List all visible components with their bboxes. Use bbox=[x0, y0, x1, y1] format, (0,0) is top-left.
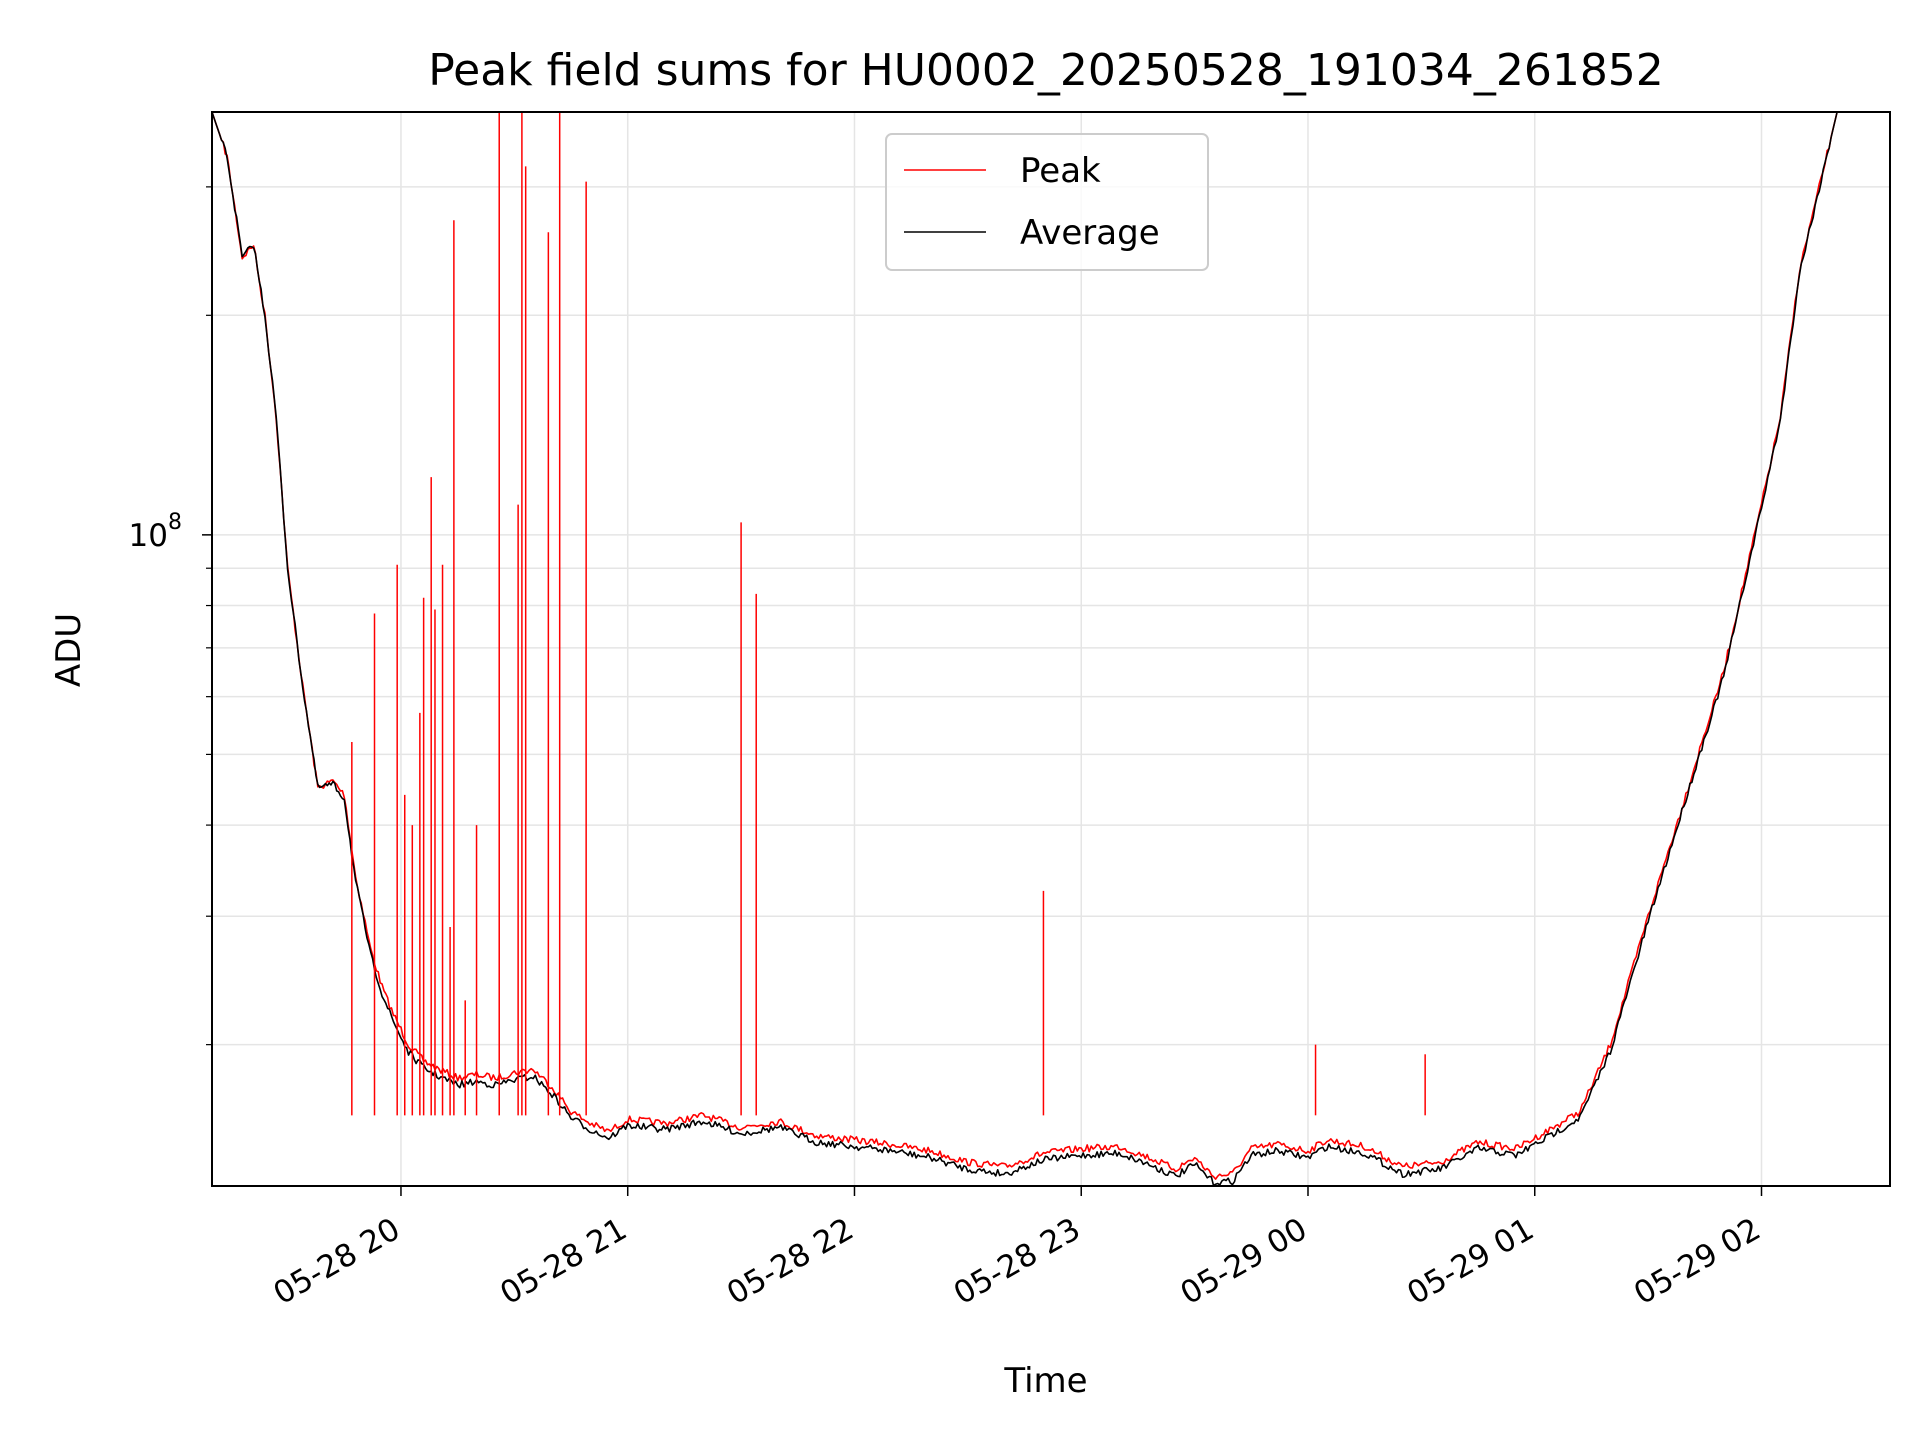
series-line-peak bbox=[211, 111, 1890, 1180]
grid bbox=[212, 112, 1890, 1186]
y-axis-label: ADU bbox=[49, 613, 89, 687]
series-layer bbox=[211, 111, 1890, 1187]
legend: Peak Average bbox=[885, 133, 1209, 271]
plot-frame bbox=[211, 111, 1891, 1187]
legend-box bbox=[885, 133, 1209, 271]
legend-label-average: Average bbox=[1020, 213, 1160, 253]
chart-title: Peak field sums for HU0002_20250528_1910… bbox=[428, 45, 1664, 96]
y-tick-label-base: 10 bbox=[129, 518, 168, 554]
y-tick-label: 10 bbox=[129, 518, 168, 554]
y-axis: 10 8 bbox=[129, 186, 212, 1046]
y-tick-label-exponent: 8 bbox=[168, 510, 182, 535]
legend-label-peak: Peak bbox=[1020, 151, 1101, 191]
series-line-average bbox=[211, 111, 1890, 1187]
x-axis-label: Time bbox=[1003, 1361, 1087, 1401]
